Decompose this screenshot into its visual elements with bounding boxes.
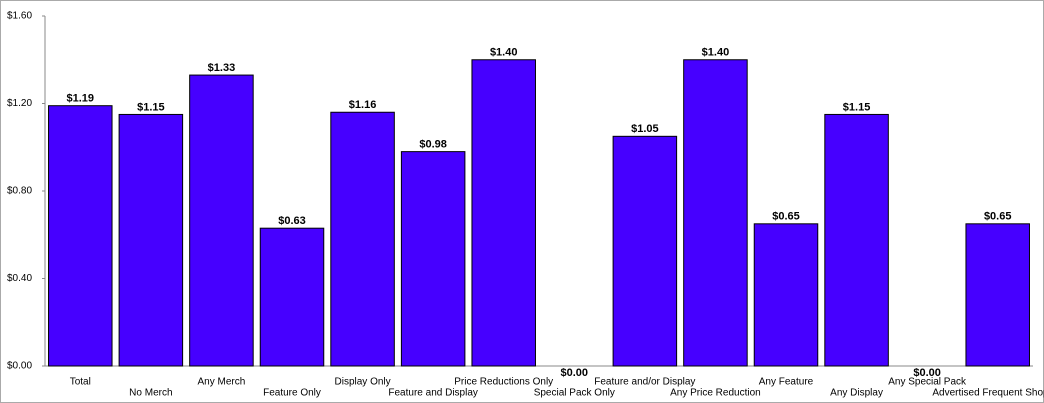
value-label: $0.65 [984, 211, 1012, 223]
y-tick-label: $0.80 [7, 186, 32, 197]
bar [824, 113, 889, 367]
value-label: $1.40 [702, 47, 730, 59]
value-label: $0.63 [278, 215, 306, 227]
x-tick-label: Any Feature [759, 377, 814, 388]
x-tick-label: Any Price Reduction [670, 388, 761, 399]
bar [753, 223, 819, 367]
x-tick-label: Total [70, 377, 91, 388]
value-label: $0.65 [772, 211, 800, 223]
x-tick-label: Advertised Frequent Shopper [932, 388, 1044, 399]
value-label: $1.05 [631, 123, 659, 135]
x-tick-label: Display Only [335, 377, 391, 388]
y-tick-label: $1.20 [7, 98, 32, 109]
y-tick-label: $0.40 [7, 273, 32, 284]
x-tick-label: Special Pack Only [534, 388, 615, 399]
value-label: $1.16 [349, 99, 377, 111]
value-label: $1.15 [843, 101, 871, 113]
x-tick-label: No Merch [129, 388, 172, 399]
bar [259, 227, 325, 367]
bar [683, 59, 748, 367]
x-tick-label: Feature and Display [388, 388, 478, 399]
x-tick-label: Any Display [830, 388, 883, 399]
value-label: $0.98 [419, 139, 447, 151]
value-label: $1.40 [490, 47, 518, 59]
y-tick-label: $1.60 [7, 11, 32, 22]
x-tick-label: Feature Only [263, 388, 321, 399]
x-tick-label: Any Merch [198, 377, 246, 388]
bar [965, 223, 1030, 367]
bar [471, 59, 536, 367]
y-tick-label: $0.00 [7, 361, 32, 372]
bar [612, 135, 678, 367]
value-label: $0.00 [561, 367, 589, 379]
x-tick-label: Price Reductions Only [454, 377, 553, 388]
value-label: $1.15 [137, 101, 165, 113]
x-tick-label: Feature and/or Display [594, 377, 695, 388]
value-label: $0.00 [913, 367, 941, 379]
value-label: $1.19 [67, 93, 95, 105]
bar [189, 74, 254, 367]
value-label: $1.33 [208, 62, 236, 74]
bar [400, 151, 466, 367]
x-tick-label: Any Special Pack [888, 377, 967, 388]
bar [330, 111, 395, 367]
bar [48, 105, 113, 367]
bar [118, 113, 184, 367]
